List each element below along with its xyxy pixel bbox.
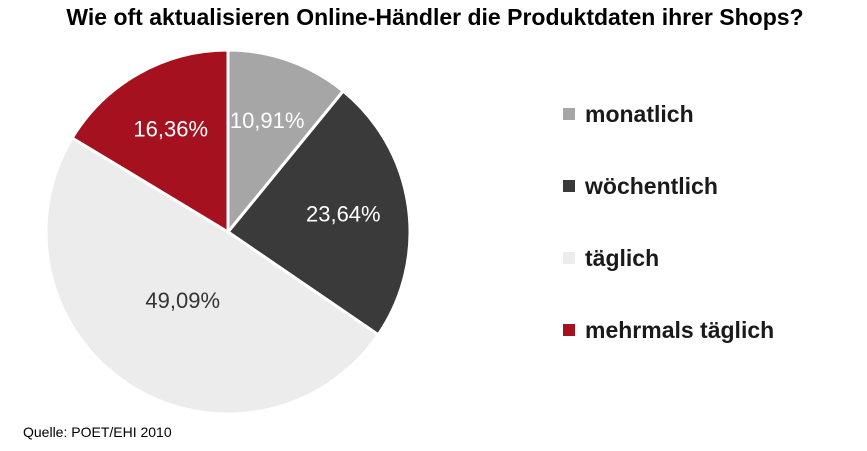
slice-value-label: 49,09% <box>145 288 220 313</box>
pie-slice-2 <box>226 89 412 337</box>
pie-slice-1 <box>226 48 345 234</box>
legend-label: täglich <box>585 244 660 271</box>
legend-item: mehrmals täglich <box>563 294 774 366</box>
chart-title: Wie oft aktualisieren Online-Händler die… <box>66 4 804 30</box>
legend-label: monatlich <box>585 100 694 127</box>
legend-label: wöchentlich <box>585 172 718 199</box>
legend-swatch <box>563 324 575 336</box>
slice-value-label: 10,91% <box>230 108 305 133</box>
slice-value-label: 23,64% <box>306 201 381 226</box>
legend-item: monatlich <box>563 78 774 150</box>
pie-slice-3 <box>44 136 380 416</box>
legend-swatch <box>563 252 575 264</box>
pie-slice-4 <box>70 48 230 234</box>
slice-value-label: 16,36% <box>133 116 208 141</box>
source-note: Quelle: POET/EHI 2010 <box>23 424 172 440</box>
legend-swatch <box>563 180 575 192</box>
chart-legend: monatlich wöchentlich täglich mehrmals tägl… <box>563 78 774 366</box>
legend-item: täglich <box>563 222 774 294</box>
legend-swatch <box>563 108 575 120</box>
legend-label: mehrmals täglich <box>585 316 775 343</box>
legend-item: wöchentlich <box>563 150 774 222</box>
